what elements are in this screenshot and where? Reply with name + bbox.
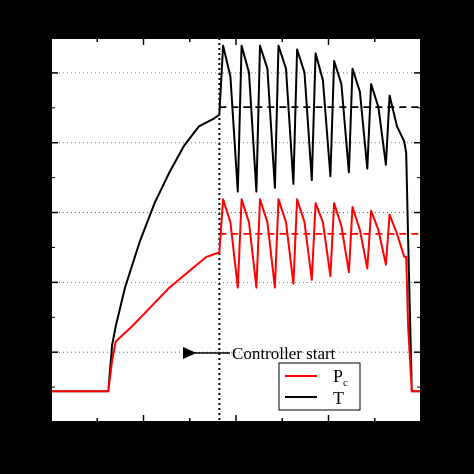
grid-lines: [51, 72, 421, 353]
series-line-t: [51, 44, 421, 393]
plot-background: [51, 38, 421, 422]
legend-label-t: T: [333, 388, 344, 408]
series-line-pc: [51, 198, 421, 393]
series-group: [51, 44, 421, 393]
legend-label-pc-subscript: c: [343, 377, 348, 389]
legend: Pc T: [278, 362, 361, 411]
controller-start-label: Controller start: [232, 344, 336, 363]
controller-start-annotation: Controller start: [183, 344, 336, 363]
legend-label-pc: Pc: [333, 366, 348, 389]
legend-box: [278, 362, 361, 411]
plot-frame: [50, 37, 422, 423]
